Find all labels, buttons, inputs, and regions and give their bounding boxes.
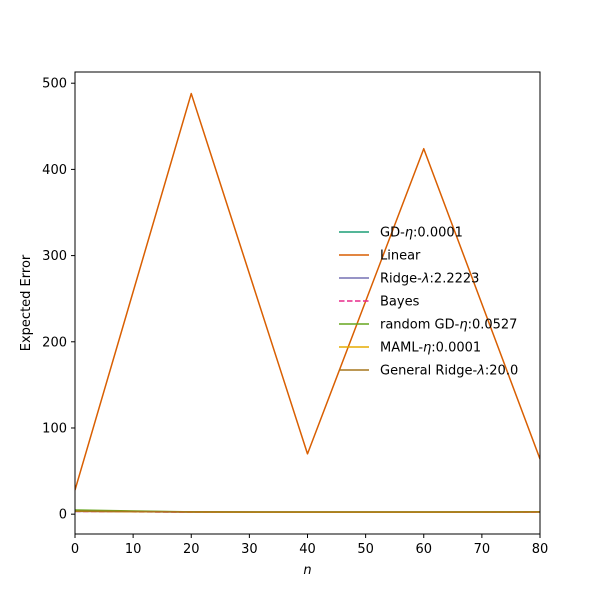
y-axis-ticks: 0 100 200 300 400 500 (42, 77, 75, 523)
y-tick-label: 200 (42, 335, 67, 350)
x-tick-label: 60 (415, 542, 432, 557)
series-line-1 (75, 92, 540, 491)
x-tick-label: 80 (532, 542, 549, 557)
y-tick-label: 0 (59, 508, 67, 523)
y-tick-label: 300 (42, 249, 67, 264)
series-layer (75, 92, 540, 514)
x-tick-label: 0 (71, 542, 79, 557)
plot-frame (74, 71, 541, 535)
legend-entry-label: Linear (380, 249, 421, 264)
x-tick-label: 40 (299, 542, 316, 557)
y-tick-label: 100 (42, 421, 67, 436)
series-lines (75, 92, 540, 514)
x-axis-ticks: 0 10 20 30 40 50 60 70 80 (71, 534, 548, 557)
legend-entry-label: General Ridge-λ:20.0 (380, 364, 518, 379)
series-line-6 (75, 510, 540, 513)
legend-entry-label: random GD-η:0.0527 (380, 318, 517, 333)
legend-entry-label: Bayes (380, 295, 420, 310)
x-tick-label: 50 (357, 542, 374, 557)
y-tick-label: 400 (42, 163, 67, 178)
legend-entry-label: GD-η:0.0001 (380, 226, 463, 241)
legend-entry-label: MAML-η:0.0001 (380, 341, 481, 356)
y-tick-label: 500 (42, 77, 67, 92)
x-tick-label: 70 (474, 542, 491, 557)
legend: GD-η:0.0001 Linear Ridge-λ:2.2223 Bayes rand… (339, 226, 518, 379)
legend-entry-label: Ridge-λ:2.2223 (380, 272, 479, 287)
x-axis-label: n (303, 563, 311, 578)
x-tick-label: 30 (241, 542, 258, 557)
y-axis-label: Expected Error (19, 254, 34, 351)
x-tick-label: 10 (125, 542, 142, 557)
x-tick-label: 20 (183, 542, 200, 557)
